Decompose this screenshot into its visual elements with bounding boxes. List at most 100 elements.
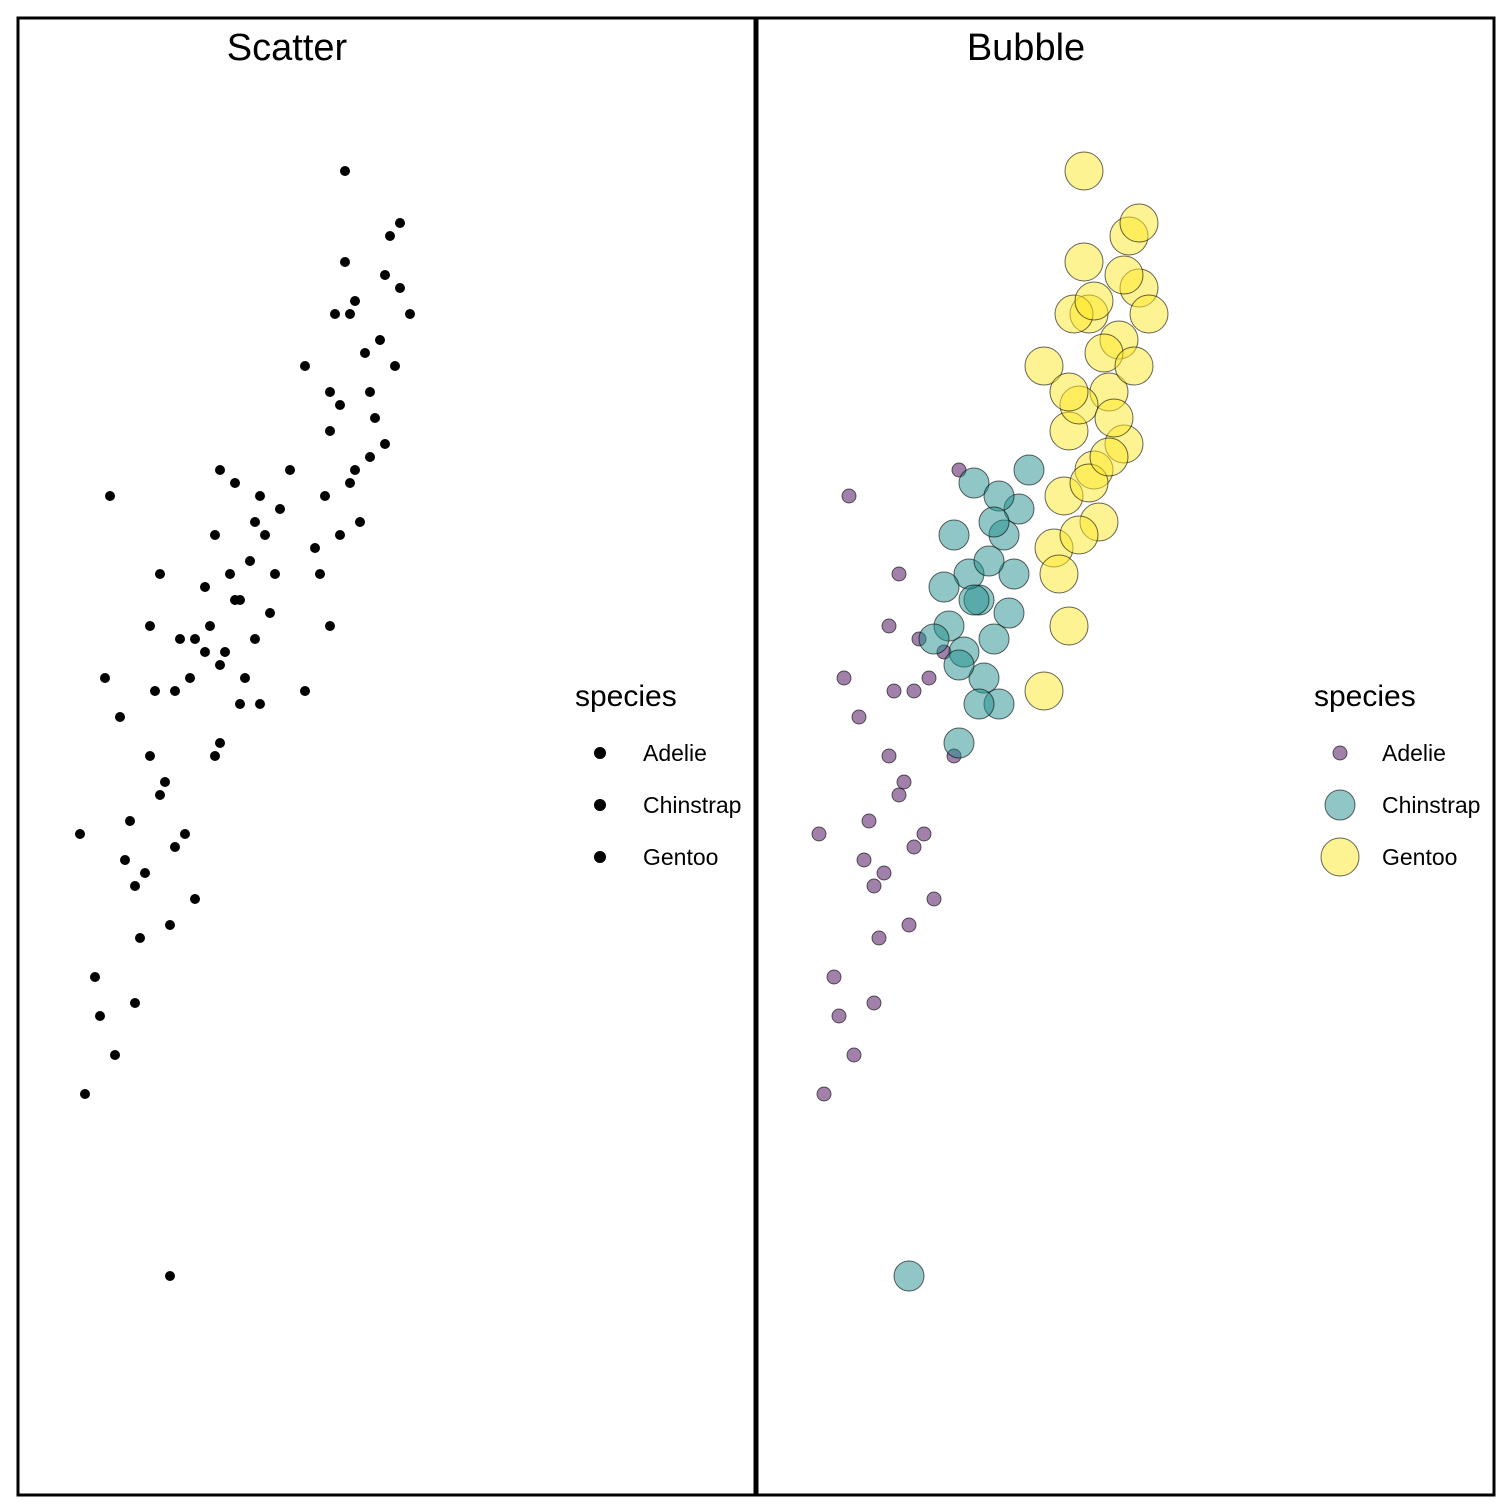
bubble-point-chinstrap-20 [958, 584, 990, 616]
scatter-point-adelie-20 [80, 1089, 90, 1099]
scatter-point-adelie-27 [130, 998, 140, 1008]
scatter-point-adelie-5 [210, 751, 220, 761]
bubble-point-adelie-18 [856, 852, 872, 868]
scatter-point-gentoo-6 [350, 465, 360, 475]
bubble-legend-entry-chinstrap: Chinstrap [1324, 789, 1480, 821]
scatter-point-gentoo-16 [390, 361, 400, 371]
scatter-point-adelie-3 [170, 686, 180, 696]
scatter-point-gentoo-0 [300, 361, 310, 371]
bubble-point-gentoo-17 [1039, 554, 1079, 594]
scatter-point-chinstrap-2 [260, 530, 270, 540]
scatter-point-gentoo-2 [345, 309, 355, 319]
bubble-point-chinstrap-19 [1013, 454, 1045, 486]
bubble-point-adelie-6 [881, 618, 897, 634]
bubble-point-adelie-2 [841, 488, 857, 504]
bubble-point-chinstrap-7 [998, 558, 1030, 590]
scatter-point-adelie-8 [130, 881, 140, 891]
bubble-point-adelie-26 [906, 839, 922, 855]
scatter-legend-entry-adelie: Adelie [594, 740, 707, 766]
bubble-point-gentoo-29 [1049, 606, 1089, 646]
scatter-point-gentoo-12 [360, 348, 370, 358]
bubble-point-chinstrap-8 [958, 467, 990, 499]
scatter-point-chinstrap-18 [190, 634, 200, 644]
scatter-point-gentoo-15 [355, 517, 365, 527]
scatter-point-chinstrap-7 [270, 569, 280, 579]
scatter-point-gentoo-4 [385, 231, 395, 241]
scatter-point-chinstrap-17 [255, 491, 265, 501]
bubble-point-gentoo-0 [1024, 346, 1064, 386]
scatter-point-chinstrap-12 [245, 556, 255, 566]
scatter-point-adelie-9 [95, 1011, 105, 1021]
scatter-point-adelie-16 [90, 972, 100, 982]
bubble-legend-label-chinstrap: Chinstrap [1382, 792, 1480, 818]
scatter-point-gentoo-22 [365, 452, 375, 462]
scatter-legend-label-chinstrap: Chinstrap [643, 792, 741, 818]
scatter-point-gentoo-23 [335, 530, 345, 540]
bubble-legend-entry-adelie: Adelie [1332, 740, 1446, 766]
scatter-legend-key-adelie [594, 747, 606, 759]
bubble-point-adelie-7 [861, 813, 877, 829]
scatter-panel-title: Scatter [227, 27, 348, 69]
bubble-point-gentoo-8 [1064, 242, 1104, 282]
scatter-point-chinstrap-23 [165, 1271, 175, 1281]
scatter-point-adelie-7 [125, 816, 135, 826]
scatter-point-chinstrap-20 [230, 595, 240, 605]
bubble-point-adelie-0 [921, 670, 937, 686]
bubble-point-adelie-19 [891, 787, 907, 803]
bubble-legend-key-gentoo [1320, 837, 1360, 877]
bubble-legend: species Adelie Chinstrap Gentoo [1314, 680, 1480, 877]
scatter-point-chinstrap-13 [220, 647, 230, 657]
scatter-point-chinstrap-19 [285, 465, 295, 475]
scatter-point-chinstrap-4 [250, 634, 260, 644]
bubble-point-chinstrap-10 [928, 571, 960, 603]
bubble-point-chinstrap-16 [963, 688, 995, 720]
scatter-point-chinstrap-22 [215, 660, 225, 670]
scatter-point-gentoo-11 [335, 400, 345, 410]
scatter-point-gentoo-8 [340, 257, 350, 267]
scatter-point-gentoo-24 [300, 686, 310, 696]
scatter-point-gentoo-21 [325, 387, 335, 397]
scatter-point-chinstrap-10 [200, 582, 210, 592]
scatter-point-chinstrap-8 [230, 478, 240, 488]
bubble-point-adelie-20 [816, 1086, 832, 1102]
bubble-point-adelie-23 [916, 826, 932, 842]
bubble-panel-frame [755, 16, 1496, 1497]
bubble-legend-key-chinstrap [1324, 789, 1356, 821]
bubble-point-chinstrap-18 [918, 623, 950, 655]
bubble-legend-title: species [1314, 680, 1416, 713]
scatter-marks [75, 166, 415, 1281]
bubble-point-adelie-13 [851, 709, 867, 725]
scatter-legend-entry-gentoo: Gentoo [594, 844, 718, 870]
scatter-point-chinstrap-16 [235, 699, 245, 709]
bubble-point-chinstrap-5 [943, 727, 975, 759]
scatter-point-adelie-15 [135, 933, 145, 943]
scatter-legend-key-gentoo [594, 851, 606, 863]
scatter-point-adelie-6 [145, 621, 155, 631]
scatter-point-adelie-13 [115, 712, 125, 722]
scatter-point-adelie-4 [140, 868, 150, 878]
bubble-point-adelie-11 [901, 917, 917, 933]
scatter-point-gentoo-10 [395, 283, 405, 293]
bubble-point-adelie-27 [866, 995, 882, 1011]
bubble-point-gentoo-28 [1064, 151, 1104, 191]
scatter-point-gentoo-28 [340, 166, 350, 176]
bubble-point-adelie-24 [881, 748, 897, 764]
scatter-legend-label-gentoo: Gentoo [643, 844, 718, 870]
scatter-point-adelie-26 [170, 842, 180, 852]
bubble-point-chinstrap-21 [978, 506, 1010, 538]
bubble-point-adelie-15 [871, 930, 887, 946]
bubble-legend-key-adelie [1332, 745, 1348, 761]
bubble-point-gentoo-23 [1059, 515, 1099, 555]
scatter-point-adelie-29 [75, 829, 85, 839]
scatter-point-gentoo-14 [330, 309, 340, 319]
scatter-point-gentoo-26 [350, 296, 360, 306]
scatter-point-gentoo-29 [325, 621, 335, 631]
bubble-point-adelie-16 [826, 969, 842, 985]
bubble-panel: Bubble species Adelie Chinstrap Gentoo [755, 16, 1496, 1497]
bubble-point-gentoo-18 [1094, 398, 1134, 438]
bubble-point-adelie-9 [831, 1008, 847, 1024]
bubble-point-gentoo-22 [1089, 437, 1129, 477]
bubble-point-chinstrap-23 [893, 1260, 925, 1292]
scatter-point-adelie-12 [160, 777, 170, 787]
bubble-point-chinstrap-17 [983, 480, 1015, 512]
